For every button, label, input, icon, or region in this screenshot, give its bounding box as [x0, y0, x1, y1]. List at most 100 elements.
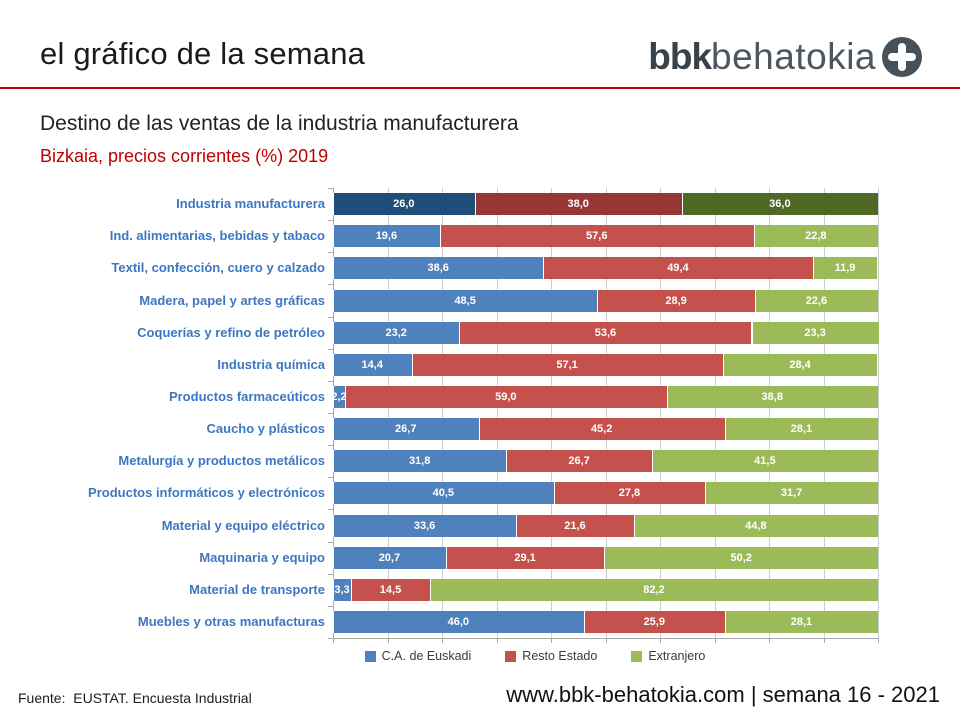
- bar-segment-extranjero: 28,1: [724, 610, 878, 633]
- page-title: el gráfico de la semana: [40, 36, 366, 71]
- gridline: [387, 188, 389, 638]
- bar-segment-resto-estado: 38,0: [474, 193, 682, 216]
- legend-item-c-a-de-euskadi: C.A. de Euskadi: [364, 649, 472, 663]
- gridline: [605, 188, 607, 638]
- bar-segment-c-a-de-euskadi: 31,8: [333, 450, 507, 473]
- category-label: Textil, confección, cuero y calzado: [111, 260, 325, 276]
- bar-segment-resto-estado: 59,0: [345, 385, 667, 408]
- legend-label: C.A. de Euskadi: [381, 649, 472, 663]
- bar-segment-resto-estado: 45,2: [478, 418, 725, 441]
- bar-segment-c-a-de-euskadi: 40,5: [333, 482, 554, 505]
- bar-segment-extranjero: 22,6: [754, 289, 878, 312]
- value-label: 57,1: [556, 358, 578, 371]
- category-axis-tick: [328, 638, 333, 639]
- value-label: 36,0: [769, 198, 791, 211]
- bar-segment-c-a-de-euskadi: 46,0: [333, 610, 584, 633]
- value-label: 14,5: [379, 583, 402, 596]
- category-label: Muebles y otras manufacturas: [137, 613, 325, 629]
- category-label: Material y equipo eléctrico: [161, 517, 325, 533]
- chart-subtitle: Bizkaia, precios corrientes (%) 2019: [40, 146, 329, 166]
- plus-icon: [882, 37, 922, 77]
- value-axis-line: [328, 638, 878, 639]
- category-label: Industria química: [217, 356, 325, 372]
- category-label: Coquerías y refino de petróleo: [137, 324, 325, 340]
- legend-label: Resto Estado: [522, 649, 598, 663]
- value-label: 27,8: [618, 487, 641, 500]
- category-label: Industria manufacturera: [176, 196, 325, 212]
- value-label: 28,1: [790, 615, 813, 628]
- bar-segment-extranjero: 82,2: [430, 578, 878, 601]
- bar-segment-extranjero: 28,4: [722, 353, 878, 376]
- bar-segment-c-a-de-euskadi: 19,6: [333, 225, 440, 248]
- value-label: 38,0: [567, 198, 589, 211]
- bar-segment-resto-estado: 25,9: [583, 610, 725, 633]
- category-axis-tick: [328, 573, 333, 575]
- value-label: 26,0: [393, 198, 415, 211]
- value-axis-tick: [496, 638, 498, 643]
- category-axis-tick: [328, 284, 333, 286]
- value-label: 38,6: [427, 262, 449, 275]
- value-axis-tick: [442, 638, 443, 643]
- value-axis-tick: [878, 638, 879, 643]
- value-label: 57,6: [586, 230, 608, 243]
- gridline: [551, 188, 552, 638]
- value-axis-tick: [605, 638, 607, 643]
- bar-segment-c-a-de-euskadi: 48,5: [333, 289, 598, 312]
- bbk-behatokia-logo: bbk behatokia: [648, 36, 922, 78]
- category-axis-tick: [328, 220, 333, 222]
- logo-text-bbk: bbk: [648, 36, 712, 77]
- category-axis-tick: [328, 477, 333, 479]
- legend-swatch: [364, 650, 376, 662]
- value-label: 44,8: [745, 519, 767, 532]
- value-label: 2,2: [331, 390, 347, 403]
- bar-segment-extranjero: 23,3: [751, 321, 879, 344]
- bar-segment-extranjero: 11,9: [812, 257, 878, 280]
- value-axis-tick: [387, 638, 389, 643]
- bar-segment-c-a-de-euskadi: 23,2: [333, 321, 460, 344]
- legend-swatch: [631, 650, 643, 662]
- bar-segment-extranjero: 41,5: [651, 450, 878, 473]
- category-axis-tick: [328, 252, 333, 254]
- bar-segment-extranjero: 28,1: [724, 418, 878, 441]
- value-axis-tick: [660, 638, 661, 643]
- category-label: Madera, papel y artes gráficas: [139, 292, 325, 308]
- category-label: Material de transporte: [189, 581, 325, 597]
- bar-segment-resto-estado: 21,6: [516, 514, 634, 537]
- value-label: 21,6: [564, 519, 586, 532]
- bar-segment-resto-estado: 49,4: [543, 257, 813, 280]
- value-label: 38,8: [761, 390, 783, 403]
- value-label: 22,8: [805, 230, 827, 243]
- chart-legend: C.A. de Euskadi Resto Estado Extranjero: [265, 647, 805, 665]
- value-label: 33,6: [413, 519, 436, 532]
- category-axis-tick: [328, 316, 333, 318]
- bar-segment-c-a-de-euskadi: 38,6: [333, 257, 544, 280]
- gridline: [878, 188, 879, 638]
- value-label: 53,6: [594, 326, 617, 339]
- value-axis-tick: [551, 638, 552, 643]
- category-label: Metalurgía y productos metálicos: [118, 453, 325, 469]
- bar-segment-extranjero: 38,8: [666, 385, 878, 408]
- bar-segment-c-a-de-euskadi: 14,4: [333, 353, 412, 376]
- category-label: Ind. alimentarias, bebidas y tabaco: [109, 228, 325, 244]
- legend-label: Extranjero: [648, 649, 706, 663]
- value-label: 19,6: [375, 230, 398, 243]
- bar-segment-extranjero: 22,8: [753, 225, 878, 248]
- value-label: 28,9: [665, 294, 687, 307]
- bar-segment-extranjero: 31,7: [705, 482, 878, 505]
- value-label: 23,3: [804, 326, 826, 339]
- value-label: 82,2: [643, 583, 665, 596]
- category-label: Maquinaria y equipo: [199, 549, 325, 565]
- source-note: Fuente: EUSTAT. Encuesta Industrial: [18, 690, 252, 706]
- category-axis-tick: [328, 348, 333, 350]
- value-label: 31,7: [780, 487, 803, 500]
- bar-segment-extranjero: 36,0: [681, 193, 878, 216]
- header-divider: [0, 87, 960, 89]
- category-axis-tick: [328, 445, 333, 447]
- value-label: 14,4: [361, 358, 383, 371]
- category-label: Caucho y plásticos: [206, 421, 325, 437]
- chart-title: Destino de las ventas de la industria ma…: [40, 112, 519, 135]
- value-axis-tick: [769, 638, 770, 643]
- category-axis-line: [333, 188, 334, 638]
- category-axis-tick: [328, 509, 333, 511]
